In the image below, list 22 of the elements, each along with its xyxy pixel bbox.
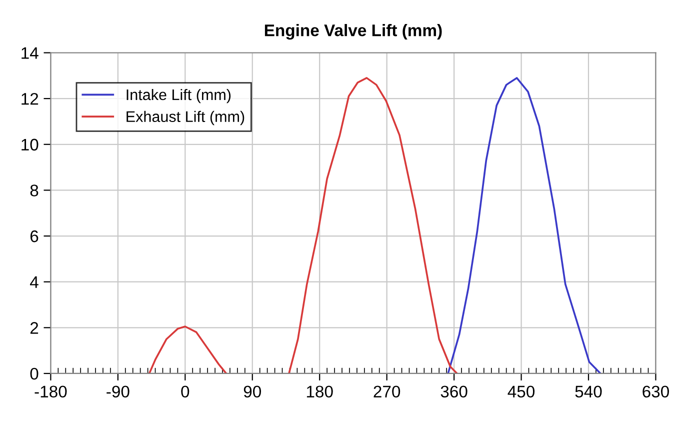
chart-title: Engine Valve Lift (mm)	[264, 24, 442, 40]
y-tick-label: 12	[22, 92, 38, 105]
legend-label: Intake Lift (mm)	[126, 88, 231, 104]
legend-label: Exhaust Lift (mm)	[126, 110, 244, 126]
y-tick-label: 0	[30, 368, 38, 380]
y-tick-label: 14	[22, 47, 38, 59]
x-tick-label: 270	[374, 386, 400, 398]
x-tick-label: 360	[440, 386, 468, 398]
x-tick-label: 90	[244, 386, 261, 398]
y-tick-label: 2	[30, 322, 38, 334]
y-tick-label: 6	[30, 230, 38, 242]
x-tick-label: 0	[181, 386, 190, 398]
y-tick-label: 4	[30, 276, 38, 288]
line-series	[447, 77, 602, 374]
x-tick-label: 630	[642, 386, 669, 398]
x-tick-label: 180	[306, 386, 333, 398]
x-tick-label: 450	[508, 386, 535, 398]
y-tick-label: 10	[22, 138, 38, 151]
x-tick-label: 540	[575, 386, 602, 398]
x-tick-label: -90	[106, 386, 130, 398]
x-tick-label: -180	[34, 386, 67, 398]
y-tick-label: 8	[30, 184, 38, 196]
